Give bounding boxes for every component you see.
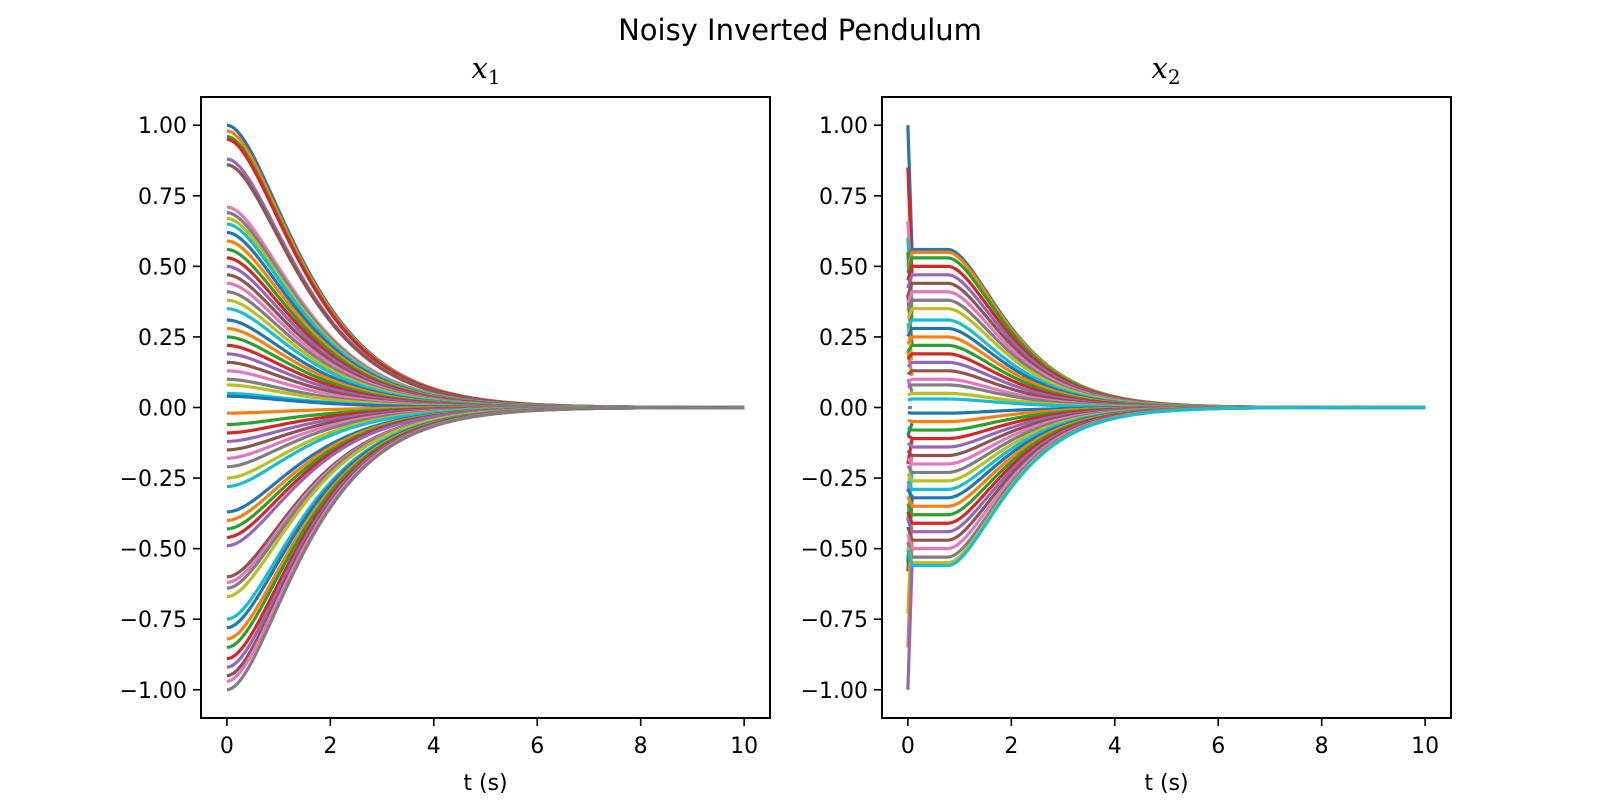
x2-ticks: 0 2 4 6 8 10 1.00 0.75 0.50 0.25 0.00 −0.25 −0.50 −0.… [801, 114, 1440, 759]
ytick-label: 0.00 [138, 397, 187, 422]
series-line [226, 405, 745, 692]
xtick-label: 6 [1211, 734, 1225, 759]
xtick-label: 10 [730, 734, 758, 759]
figure-title: Noisy Inverted Pendulum [618, 13, 982, 47]
xtick-label: 8 [634, 734, 648, 759]
ytick-label: 0.75 [819, 185, 868, 210]
xtick-label: 8 [1315, 734, 1329, 759]
ytick-label: 0.00 [819, 397, 868, 422]
ytick-label: 0.50 [138, 255, 187, 280]
x2-axes-frame [881, 96, 1452, 719]
ytick-label: −1.00 [801, 679, 868, 704]
xtick-label: 6 [530, 734, 544, 759]
series-spike [906, 565, 914, 690]
panel-x1: x1 0 2 4 6 8 10 1.00 0.75 0.50 0.25 0.00 −0.25 −0.50… [120, 51, 771, 796]
panel-title-x2: x2 [1151, 51, 1180, 89]
xtick-label: 4 [1108, 734, 1122, 759]
panel-x2: x2 0 2 4 6 8 10 1.00 0.75 0.50 0.25 0.00 −0.25 −0.50… [801, 51, 1452, 796]
x1-lines [226, 123, 745, 692]
x2-lines [906, 125, 1426, 690]
ytick-label: −0.25 [120, 467, 187, 492]
ytick-label: −0.50 [801, 538, 868, 563]
ytick-label: 0.25 [819, 326, 868, 351]
x1-axes-frame [200, 96, 771, 719]
ytick-label: −1.00 [120, 679, 187, 704]
ytick-label: 1.00 [819, 114, 868, 139]
ytick-label: 0.50 [819, 255, 868, 280]
ytick-label: −0.50 [120, 538, 187, 563]
xtick-label: 4 [427, 734, 441, 759]
ytick-label: −0.75 [120, 608, 187, 633]
xtick-label: 2 [1004, 734, 1018, 759]
ytick-label: 1.00 [138, 114, 187, 139]
xtick-label: 0 [220, 734, 234, 759]
panel-title-x1: x1 [471, 51, 500, 89]
ytick-label: 0.75 [138, 185, 187, 210]
xtick-label: 2 [323, 734, 337, 759]
xtick-label: 0 [901, 734, 915, 759]
ytick-label: −0.75 [801, 608, 868, 633]
x1-ticks: 0 2 4 6 8 10 1.00 0.75 0.50 0.25 0.00 −0.25 −0.50 −0.… [120, 114, 759, 759]
ytick-label: −0.25 [801, 467, 868, 492]
xtick-label: 10 [1411, 734, 1439, 759]
x1-xlabel: t (s) [463, 771, 507, 796]
x2-xlabel: t (s) [1144, 771, 1188, 796]
ytick-label: 0.25 [138, 326, 187, 351]
series-line [906, 405, 1426, 568]
